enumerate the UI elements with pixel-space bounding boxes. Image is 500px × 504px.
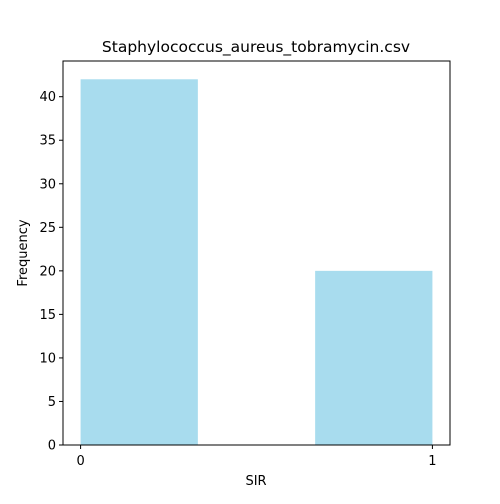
y-axis: 0 5 10 15 20 25 30 35 40 xyxy=(39,90,63,454)
y-tick-label: 5 xyxy=(48,395,56,410)
x-axis-label: SIR xyxy=(245,474,266,489)
chart-title: Staphylococcus_aureus_tobramycin.csv xyxy=(102,38,410,57)
x-tick-label: 0 xyxy=(76,454,84,469)
y-tick-label: 40 xyxy=(39,90,56,105)
y-tick-label: 35 xyxy=(39,134,56,149)
y-tick-label: 15 xyxy=(39,308,56,323)
y-tick-label: 0 xyxy=(48,439,56,454)
y-tick-label: 25 xyxy=(39,221,56,236)
y-tick-label: 20 xyxy=(39,264,56,279)
bars-layer xyxy=(80,79,433,446)
y-tick-label: 10 xyxy=(39,351,56,366)
y-tick-label: 30 xyxy=(39,177,56,192)
histogram-bar-2 xyxy=(315,270,433,445)
x-tick-label: 1 xyxy=(428,454,436,469)
plot-frame xyxy=(62,60,451,446)
y-axis-label: Frequency xyxy=(16,219,31,286)
histogram-bar-0 xyxy=(80,79,198,446)
